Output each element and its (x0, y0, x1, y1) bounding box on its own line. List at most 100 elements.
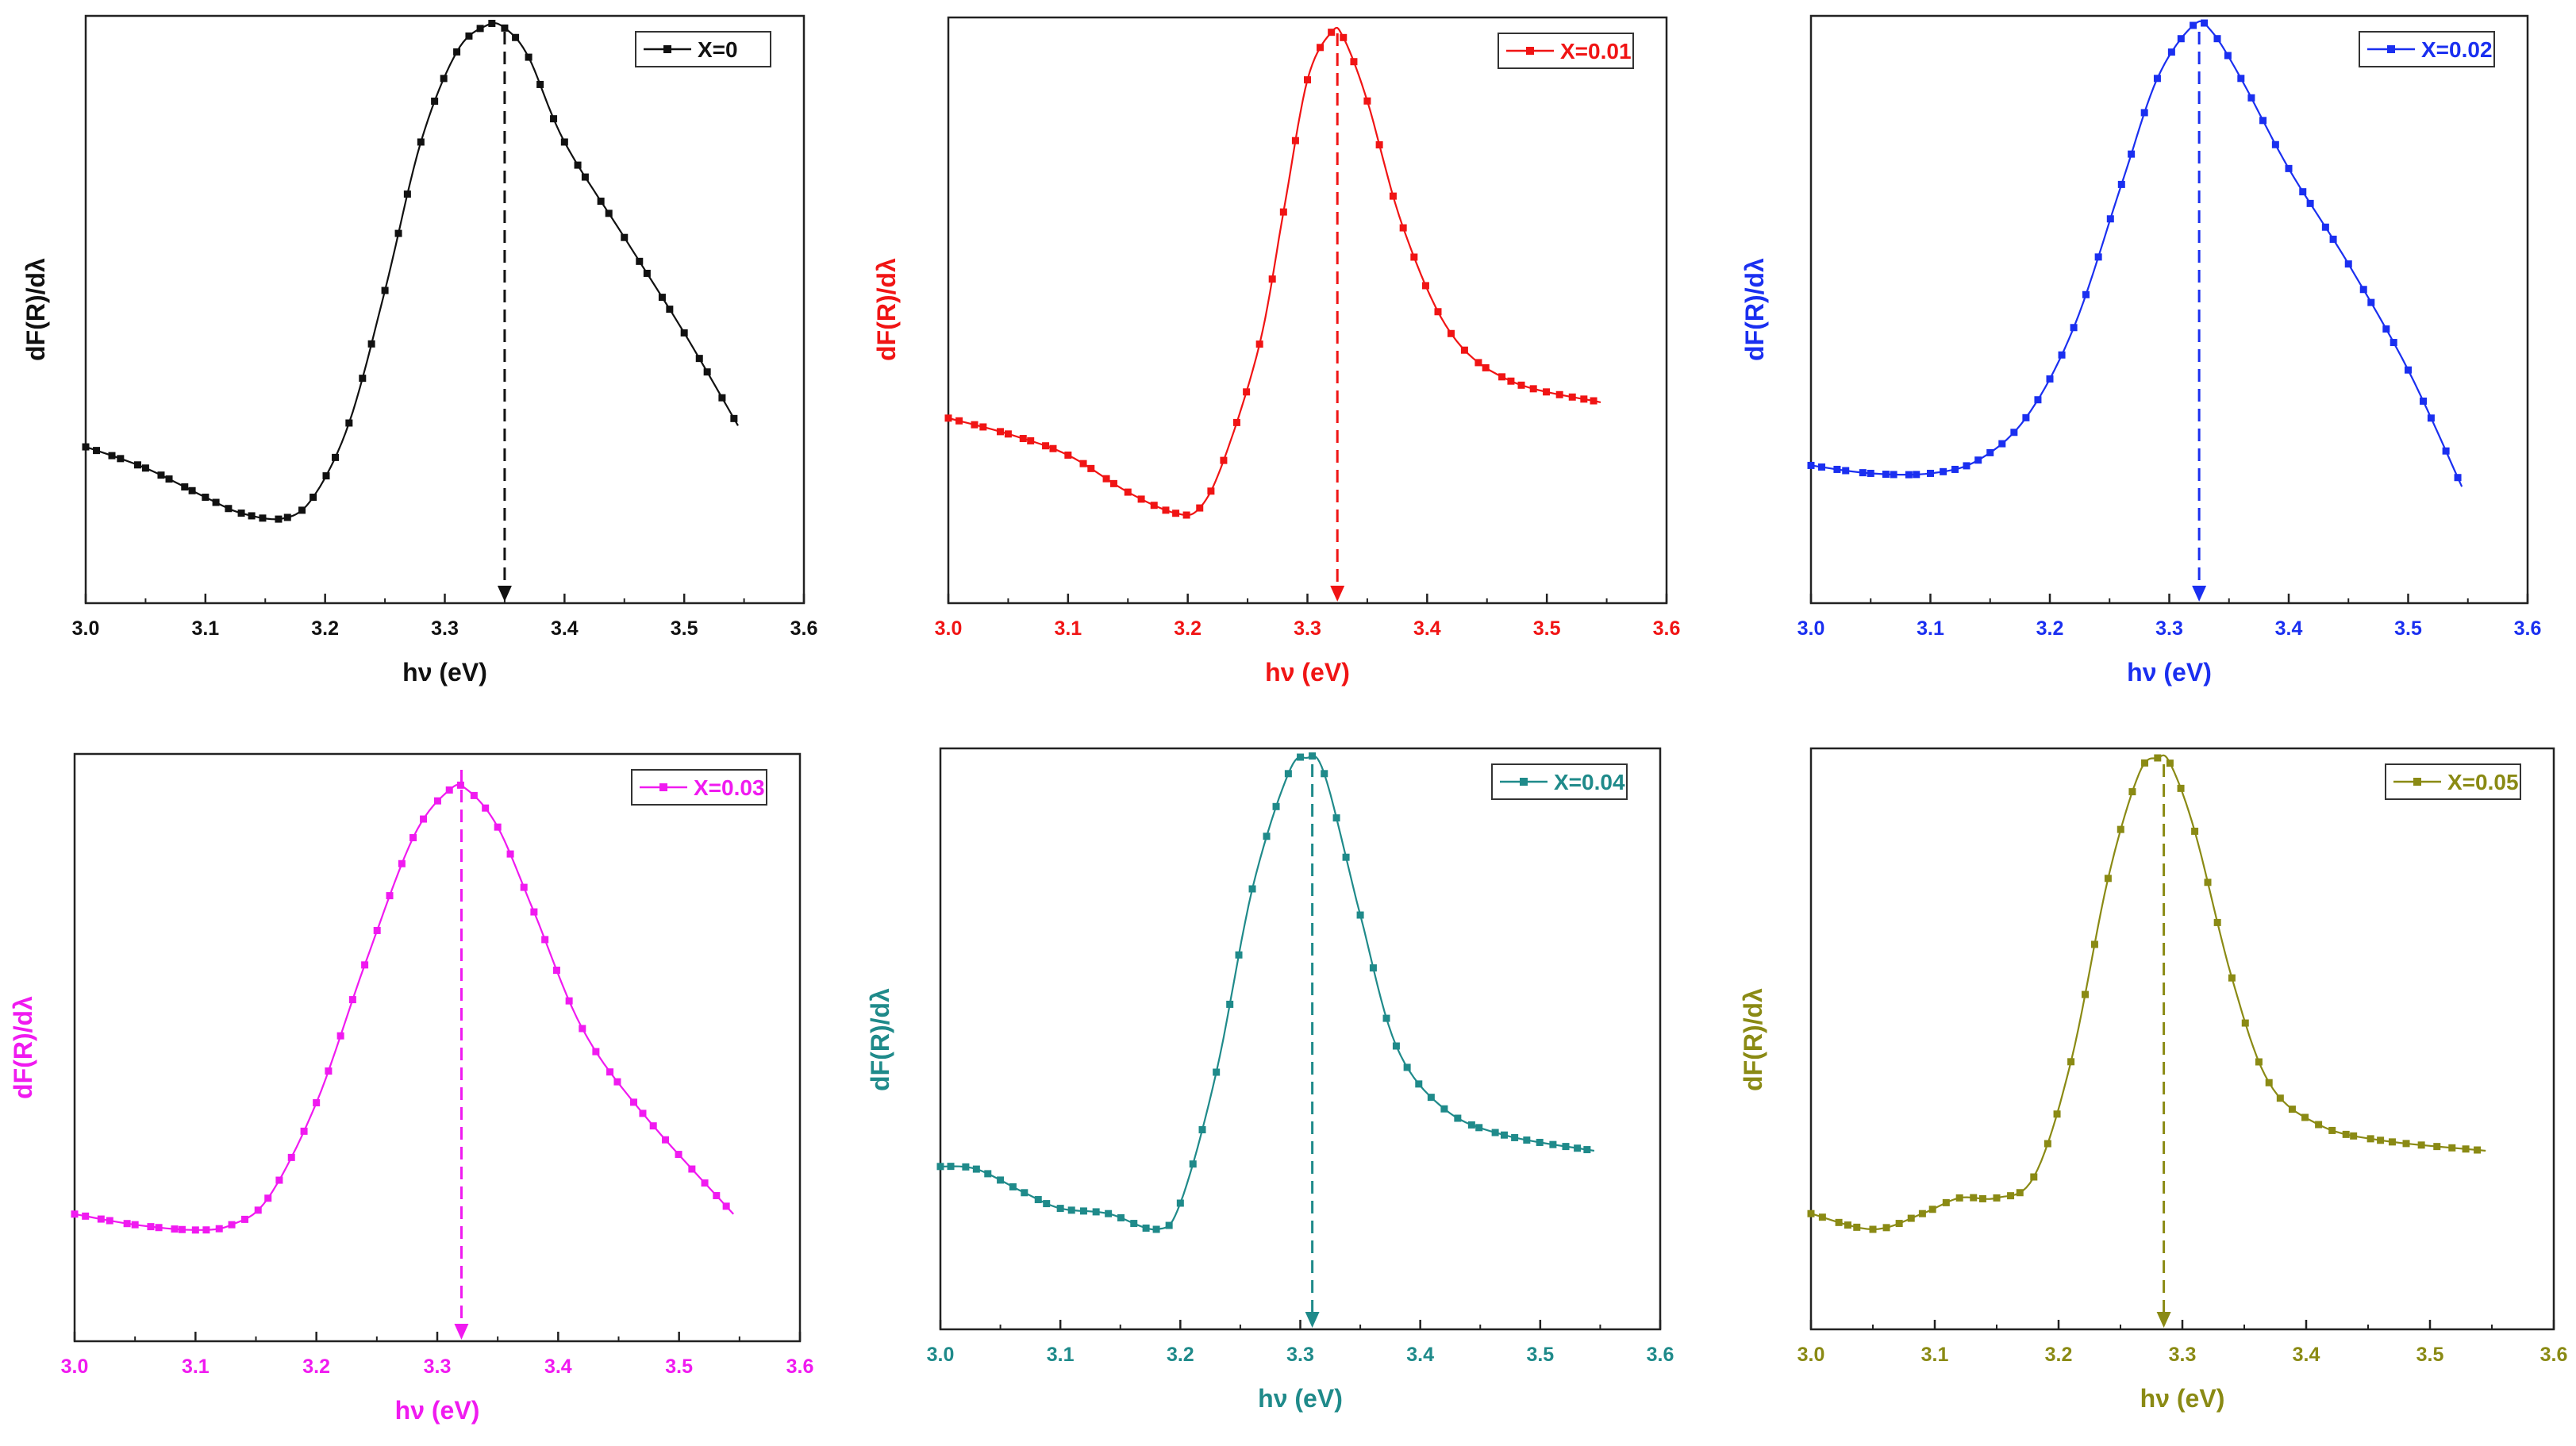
data-point (2454, 474, 2462, 482)
data-point (2022, 413, 2030, 421)
data-point (703, 368, 711, 376)
data-point (530, 908, 538, 916)
data-point (123, 1220, 131, 1228)
data-point (1043, 1200, 1051, 1208)
data-point (1543, 388, 1551, 396)
x-tick-label: 3.2 (311, 617, 339, 640)
data-point (2043, 1140, 2051, 1148)
data-point (1940, 467, 1947, 475)
data-point (1549, 1140, 1557, 1148)
data-point (1087, 464, 1095, 472)
data-point (2285, 164, 2293, 172)
data-point (417, 138, 425, 146)
data-point (2046, 375, 2054, 383)
data-point (1392, 1042, 1400, 1050)
data-point (394, 229, 402, 237)
x-tick-label: 3.1 (191, 617, 219, 640)
data-point (1580, 395, 1588, 403)
data-point (2016, 1189, 2024, 1197)
data-point (1220, 456, 1228, 464)
legend-marker (2387, 45, 2395, 53)
legend-marker (659, 783, 667, 791)
data-point (1321, 770, 1328, 778)
data-point (157, 471, 165, 479)
data-point (2288, 1106, 2296, 1113)
x-tick-label: 3.5 (665, 1356, 693, 1378)
data-point (1309, 752, 1317, 760)
data-point (695, 355, 703, 363)
data-point (1568, 393, 1576, 401)
data-point (1152, 1225, 1160, 1233)
data-point (202, 1226, 210, 1234)
x-tick-label: 3.2 (1167, 1344, 1194, 1366)
peak-arrow-head (1305, 1312, 1320, 1328)
data-point (2377, 1136, 2385, 1144)
data-point (2241, 1019, 2249, 1027)
data-point (2166, 760, 2174, 767)
data-point (1198, 1126, 1206, 1134)
data-point (336, 1032, 344, 1040)
data-point (550, 115, 558, 123)
data-point (1590, 397, 1598, 405)
data-point (2247, 94, 2255, 102)
data-point (1970, 1194, 1978, 1202)
plot-frame (1809, 14, 2529, 605)
legend-marker (1520, 778, 1528, 786)
x-tick-label: 3.4 (544, 1356, 572, 1378)
data-point (1434, 308, 1442, 316)
data-point (2271, 140, 2279, 148)
data-point (1818, 463, 1826, 471)
x-tick-label: 3.6 (1647, 1344, 1674, 1366)
legend-marker (2413, 778, 2421, 786)
data-point (254, 1206, 262, 1214)
x-tick-label: 3.5 (1526, 1344, 1554, 1366)
data-point (1102, 475, 1110, 483)
data-point (701, 1179, 709, 1187)
data-point (241, 1215, 249, 1223)
data-point (2070, 324, 2078, 332)
data-point (1942, 1198, 1950, 1206)
y-axis-label: dF(R)/dλ (1739, 988, 1767, 1091)
data-point (1529, 385, 1537, 393)
data-point (525, 53, 533, 61)
chart-panel-0: 3.0 3.1 3.2 3.3 3.4 3.5 3.6 hν (eV) dF(R)/dλ X=0 (21, 14, 817, 686)
data-point (2053, 1110, 2061, 1118)
legend-label: X=0.04 (1554, 770, 1625, 794)
data-point (2255, 1058, 2263, 1066)
data-point (1243, 388, 1251, 396)
data-point (225, 505, 233, 513)
data-point (440, 75, 448, 83)
data-point (133, 461, 141, 469)
data-point (997, 1176, 1005, 1184)
data-point (1460, 346, 1468, 354)
data-point (1340, 33, 1348, 41)
data-point (2106, 215, 2114, 223)
data-point (381, 287, 389, 294)
data-point (361, 961, 369, 969)
data-point (2094, 253, 2102, 261)
data-point (962, 1163, 970, 1171)
data-point (506, 850, 514, 858)
data-point (1162, 506, 1170, 514)
x-tick-label: 3.6 (1653, 617, 1681, 640)
data-point (1034, 1196, 1042, 1204)
data-point (1272, 802, 1280, 810)
data-point (476, 25, 484, 33)
legend-label: X=0.05 (2447, 770, 2519, 794)
data-point (955, 417, 963, 425)
data-point (1399, 224, 1407, 232)
data-point (592, 1048, 600, 1056)
data-point (1332, 814, 1340, 822)
data-point (649, 1122, 657, 1130)
data-point (445, 786, 453, 794)
data-point (106, 1217, 113, 1225)
data-point (613, 1078, 621, 1086)
data-point (1363, 97, 1371, 105)
data-point (1317, 44, 1325, 52)
data-point (191, 1226, 199, 1234)
x-tick-label: 3.3 (424, 1356, 452, 1378)
x-tick-label: 3.2 (1174, 617, 1201, 640)
data-point (1869, 1225, 1877, 1233)
data-point (944, 414, 952, 422)
